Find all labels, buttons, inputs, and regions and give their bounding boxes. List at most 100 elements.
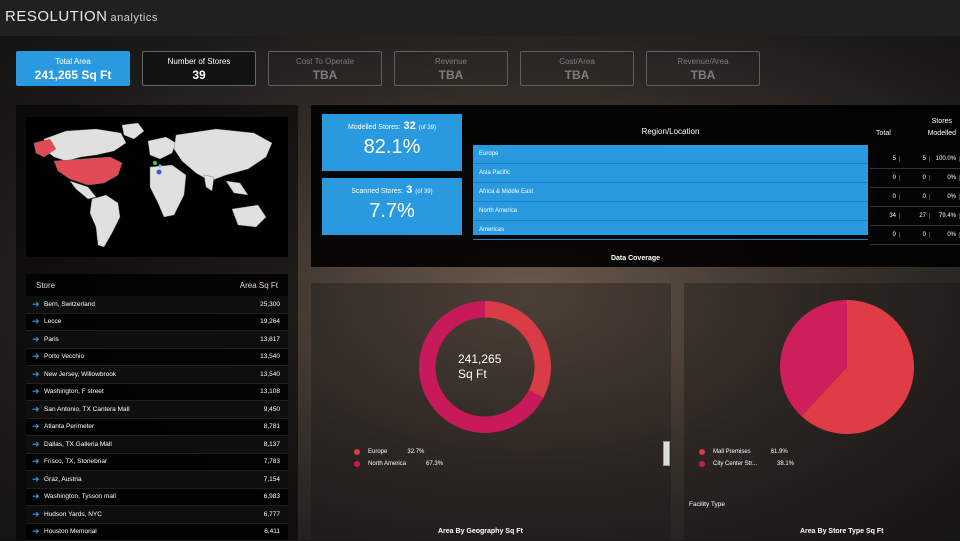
map-asia <box>174 129 272 181</box>
region-row[interactable]: Africa & Middle East <box>473 183 868 202</box>
legend-scrollbar[interactable] <box>663 441 670 466</box>
expand-arrow-icon[interactable]: ➜ <box>32 369 44 380</box>
col-store[interactable]: Store <box>36 281 55 290</box>
store-name: Graz, Austria <box>44 476 264 483</box>
scanned-pct: 7.7% <box>322 200 462 223</box>
geo-chart-title: Area By Geography Sq Ft <box>438 528 523 535</box>
stores-subheader: Total Modelled <box>870 125 960 137</box>
kpi-cost-to-operate[interactable]: Cost To Operate TBA <box>268 51 382 86</box>
pie-slice-europe[interactable] <box>485 301 551 398</box>
legend-label: Europe <box>368 449 387 455</box>
stores-pct: 0% <box>930 232 960 238</box>
expand-arrow-icon[interactable]: ➜ <box>32 474 44 485</box>
kpi-revenue[interactable]: Revenue TBA <box>394 51 508 86</box>
type-pie-chart[interactable] <box>779 299 915 435</box>
kpi-label: Revenue/Area <box>647 57 759 66</box>
store-name: Lecce <box>44 318 260 325</box>
expand-arrow-icon[interactable]: ➜ <box>32 456 44 467</box>
world-map[interactable] <box>26 117 288 257</box>
stores-total: 34 <box>870 213 900 219</box>
store-name: Atlanta Perimeter <box>44 423 264 430</box>
expand-arrow-icon[interactable]: ➜ <box>32 334 44 345</box>
modelled-of: (of 39) <box>419 125 436 131</box>
stores-modelled: 27 <box>900 213 930 219</box>
expand-arrow-icon[interactable]: ➜ <box>32 491 44 502</box>
stores-total: 5 <box>870 156 900 162</box>
expand-arrow-icon[interactable]: ➜ <box>32 526 44 537</box>
scanned-label-line: Scanned Stores:3(of 39) <box>322 184 462 196</box>
kpi-revenue-area[interactable]: Revenue/Area TBA <box>646 51 760 86</box>
expand-arrow-icon[interactable]: ➜ <box>32 421 44 432</box>
kpi-value: TBA <box>395 68 507 82</box>
kpi-label: Number of Stores <box>143 57 255 66</box>
expand-arrow-icon[interactable]: ➜ <box>32 299 44 310</box>
map-greenland <box>122 123 144 139</box>
store-name: New Jersey, Willowbrook <box>44 371 260 378</box>
kpi-cost-area[interactable]: Cost/Area TBA <box>520 51 634 86</box>
map-australia <box>232 205 266 227</box>
region-row[interactable]: North America <box>473 202 868 221</box>
store-area: 8,137 <box>264 441 280 448</box>
kpi-label: Revenue <box>395 57 507 66</box>
region-row[interactable]: Americas <box>473 221 868 240</box>
geo-donut-center: 241,265 Sq Ft <box>458 352 501 382</box>
expand-arrow-icon[interactable]: ➜ <box>32 351 44 362</box>
region-row[interactable]: Europe <box>473 145 868 164</box>
geo-center-value: 241,265 <box>458 352 501 367</box>
store-name: Dallas, TX Galleria Mall <box>44 441 264 448</box>
map-india <box>204 175 214 191</box>
stores-modelled: 0 <box>900 232 930 238</box>
expand-arrow-icon[interactable]: ➜ <box>32 316 44 327</box>
kpi-total-area[interactable]: Total Area 241,265 Sq Ft <box>16 51 130 86</box>
legend-dot-icon <box>699 461 705 467</box>
col-area[interactable]: Area Sq Ft <box>240 281 278 290</box>
legend-value: 38.1% <box>777 461 794 467</box>
scanned-stores-card[interactable]: Scanned Stores:3(of 39) 7.7% <box>322 178 462 235</box>
legend-value: 61.9% <box>771 449 788 455</box>
stores-pct: 100.0% <box>930 156 960 162</box>
legend-dot-icon <box>354 449 360 455</box>
store-area: 9,450 <box>264 406 280 413</box>
expand-arrow-icon[interactable]: ➜ <box>32 509 44 520</box>
expand-arrow-icon[interactable]: ➜ <box>32 439 44 450</box>
store-name: Hudson Yards, NYC <box>44 511 264 518</box>
modelled-stores-card[interactable]: Modelled Stores:32(of 39) 82.1% <box>322 114 462 171</box>
region-row[interactable]: Asia Pacific <box>473 164 868 183</box>
kpi-number-of-stores[interactable]: Number of Stores 39 <box>142 51 256 86</box>
stores-modelled: 0 <box>900 194 930 200</box>
expand-arrow-icon[interactable]: ➜ <box>32 386 44 397</box>
store-area: 13,108 <box>260 388 280 395</box>
expand-arrow-icon[interactable]: ➜ <box>32 404 44 415</box>
brand-sub: analytics <box>111 12 158 24</box>
facility-type-filter[interactable]: Facility Type <box>689 501 725 508</box>
store-area: 7,783 <box>264 458 280 465</box>
store-area: 8,781 <box>264 423 280 430</box>
store-area: 6,983 <box>264 493 280 500</box>
stores-total: 0 <box>870 194 900 200</box>
legend-value: 67.3% <box>426 461 443 467</box>
legend-item[interactable]: City Center Str...38.1% <box>699 461 794 467</box>
